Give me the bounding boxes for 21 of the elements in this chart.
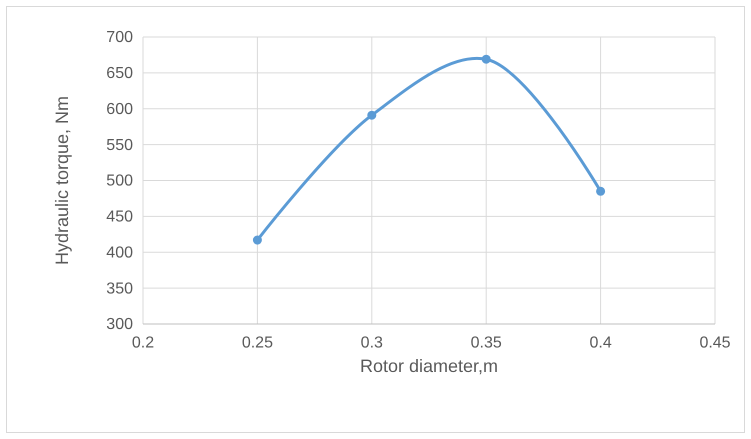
y-axis-title: Hydraulic torque, Nm — [52, 96, 72, 266]
y-tick-label: 650 — [106, 64, 134, 82]
y-tick-label: 600 — [106, 100, 134, 118]
point — [596, 186, 606, 196]
x-tick-label: 0.3 — [360, 334, 384, 352]
y-tick-label: 300 — [106, 316, 134, 334]
x-tick-label: 0.2 — [132, 334, 154, 352]
y-tick-label: 350 — [106, 280, 134, 298]
point — [252, 236, 262, 245]
x-tick-label: 0.35 — [470, 334, 502, 352]
x-tick-label: 0.4 — [589, 334, 612, 352]
point — [482, 54, 491, 64]
y-tick-label: 500 — [106, 172, 134, 190]
x-axis-title: Rotor diameter,m — [360, 356, 498, 376]
x-tick-label: 0.45 — [699, 334, 731, 352]
y-tick-label: 700 — [106, 29, 134, 46]
y-tick-label: 400 — [106, 244, 134, 262]
x-tick-label: 0.25 — [242, 334, 274, 352]
y-tick-label: 450 — [106, 208, 134, 226]
y-tick-label: 550 — [106, 136, 134, 154]
point — [367, 110, 376, 120]
